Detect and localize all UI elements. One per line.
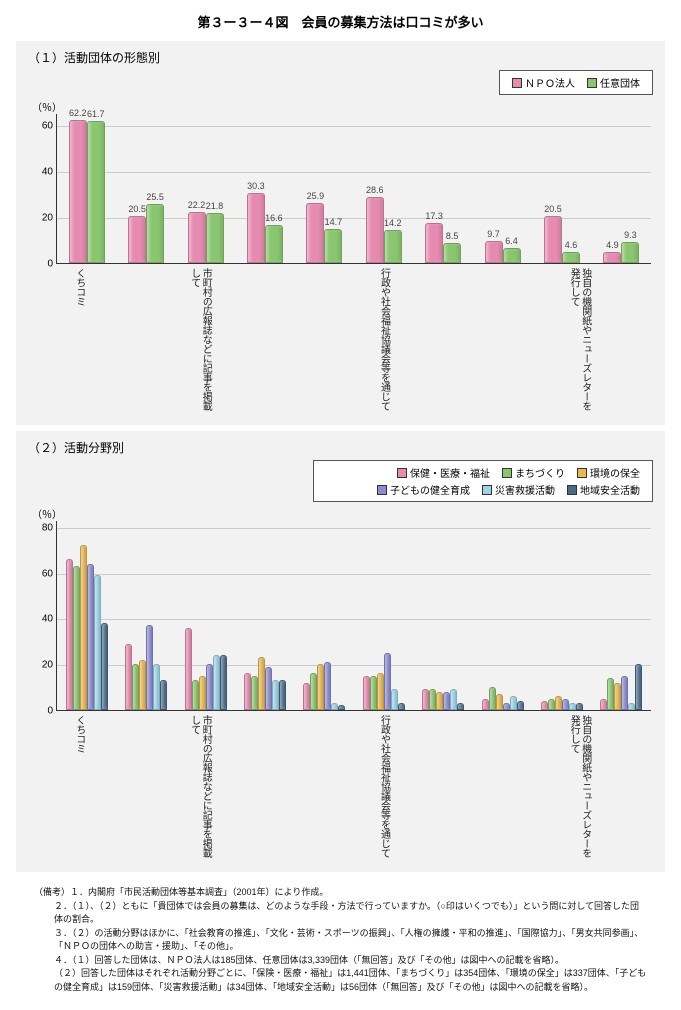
chart1-legend: ＮＰＯ法人任意団体	[499, 70, 653, 95]
chart2-plot: 020406080	[56, 521, 651, 711]
chart1-xlabels: くちコミ市町村の広報誌などに記事を掲載して行政や社会福祉協議会等を通じて独自の機…	[56, 268, 651, 413]
notes: （備考）１．内閣府「市民活動団体等基本調査」（2001年）により作成。 ２．（１…	[16, 878, 665, 1010]
chart2-ylabel: （％）	[32, 506, 653, 521]
chart1-panel: （１）活動団体の形態別 ＮＰＯ法人任意団体 （％） 020406062.261.…	[16, 41, 665, 425]
chart1-section: （１）活動団体の形態別	[28, 49, 653, 66]
chart2-xlabels: くちコミ市町村の広報誌などに記事を掲載して行政や社会福祉協議会等を通じて独自の機…	[56, 715, 651, 860]
chart2-panel: （２）活動分野別 保健・医療・福祉まちづくり環境の保全子どもの健全育成災害救援活…	[16, 431, 665, 872]
chart-title: 第３ー３ー４図 会員の募集方法は口コミが多い	[16, 12, 665, 31]
chart2-section: （２）活動分野別	[28, 439, 653, 456]
chart1-plot: 020406062.261.720.525.522.221.830.316.62…	[56, 114, 651, 264]
chart1-ylabel: （％）	[32, 99, 653, 114]
chart2-legend: 保健・医療・福祉まちづくり環境の保全子どもの健全育成災害救援活動地域安全活動	[313, 460, 653, 502]
